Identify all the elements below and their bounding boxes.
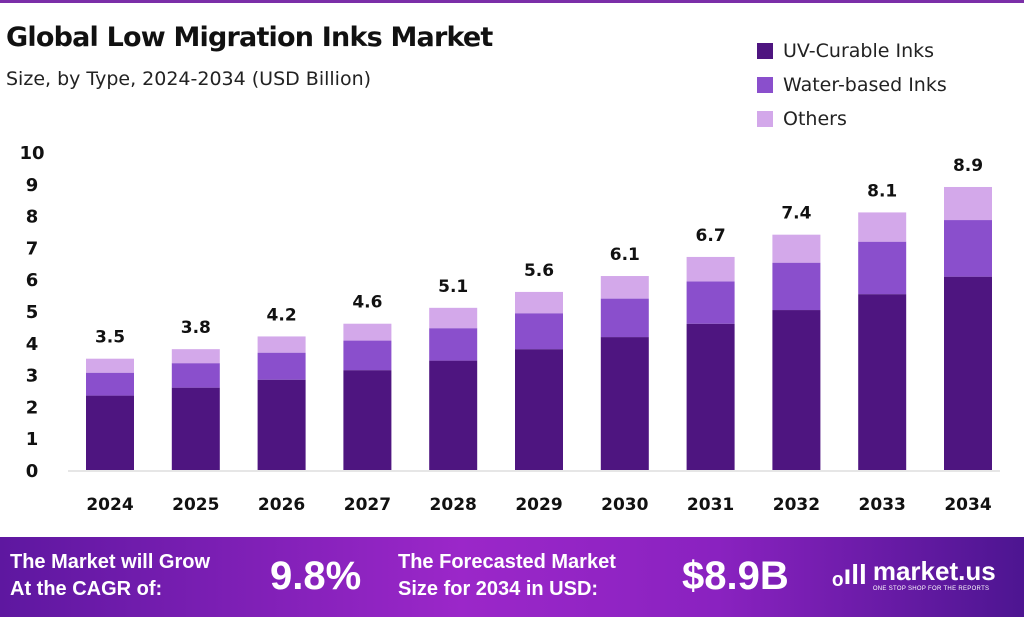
- bar-segment-others: [772, 234, 821, 263]
- logo-icon: ₒıll: [832, 559, 867, 590]
- bar-segment-uv: [772, 310, 821, 470]
- bar-segment-water: [944, 220, 992, 277]
- bar-segment-uv: [257, 379, 306, 470]
- forecast-value: $8.9B: [682, 554, 789, 598]
- chart-title: Global Low Migration Inks Market: [6, 22, 493, 53]
- bar-segment-water: [858, 241, 907, 295]
- legend-swatch: [757, 111, 773, 127]
- x-tick-label: 2024: [86, 495, 133, 515]
- y-tick-label: 5: [26, 302, 39, 323]
- summary-banner: The Market will Grow At the CAGR of: 9.8%…: [0, 537, 1024, 617]
- bar-segment-others: [858, 212, 907, 242]
- cagr-label-line1: The Market will Grow: [10, 551, 211, 573]
- bar-segment-water: [429, 328, 478, 361]
- bar-segment-uv: [515, 349, 563, 470]
- data-label: 3.5: [95, 328, 125, 348]
- bar-segment-others: [600, 276, 649, 299]
- y-tick-label: 4: [26, 334, 39, 355]
- legend-item-water: Water-based Inks: [757, 68, 947, 102]
- bar-segment-water: [772, 262, 821, 311]
- bar-segment-uv: [600, 337, 649, 470]
- logo-name: market.us: [872, 556, 996, 586]
- forecast-label-line1: The Forecasted Market: [398, 551, 616, 573]
- y-tick-label: 6: [26, 270, 39, 291]
- x-tick-label: 2028: [430, 495, 477, 515]
- cagr-value: 9.8%: [270, 554, 362, 598]
- bar-segment-uv: [686, 323, 735, 470]
- plot-area: 0 1 2 3 4 5 6 7 8 9 10 3.5 2024 3.8 2025 4.2 2026 4.6 2027…: [19, 143, 1000, 515]
- x-tick-label: 2031: [687, 495, 734, 515]
- bar-segment-water: [515, 313, 563, 350]
- legend-item-uv: UV-Curable Inks: [757, 34, 947, 68]
- data-label: 8.9: [953, 156, 983, 176]
- bar-segment-others: [686, 256, 735, 282]
- data-label: 5.6: [524, 261, 554, 281]
- bar-segment-others: [171, 349, 220, 364]
- forecast-label-line2: Size for 2034 in USD:: [398, 578, 599, 600]
- cagr-label: The Market will Grow At the CAGR of:: [10, 549, 210, 603]
- cagr-label-line2: At the CAGR of:: [10, 578, 163, 600]
- y-tick-label: 8: [26, 207, 39, 228]
- bar-segment-others: [343, 323, 392, 341]
- data-label: 4.6: [352, 293, 382, 313]
- bar-segment-water: [171, 363, 220, 388]
- legend: UV-Curable Inks Water-based Inks Others: [757, 34, 947, 136]
- data-label: 4.2: [267, 305, 297, 325]
- x-tick-label: 2034: [944, 495, 991, 515]
- x-tick-label: 2033: [859, 495, 906, 515]
- legend-swatch: [757, 43, 773, 59]
- bar-segment-water: [600, 298, 649, 338]
- bar-segment-water: [343, 340, 392, 371]
- bar-segment-others: [515, 291, 563, 314]
- bar-segment-others: [429, 307, 478, 329]
- y-tick-label: 7: [26, 238, 39, 259]
- bar-segment-uv: [858, 294, 907, 470]
- bar-segment-uv: [171, 387, 220, 470]
- y-tick-label: 0: [26, 461, 39, 482]
- bar-segment-uv: [944, 276, 992, 470]
- y-tick-label: 10: [19, 143, 44, 164]
- legend-label: Others: [783, 108, 847, 130]
- bar-segment-water: [686, 281, 735, 324]
- logo-tagline: ONE STOP SHOP FOR THE REPORTS: [872, 586, 990, 592]
- x-tick-label: 2029: [515, 495, 562, 515]
- bar-segment-water: [86, 372, 134, 396]
- bar-segment-others: [944, 186, 992, 221]
- top-border: [0, 0, 1024, 3]
- data-label: 6.7: [696, 226, 726, 246]
- legend-item-others: Others: [757, 102, 947, 136]
- y-tick-label: 3: [26, 366, 39, 387]
- x-tick-label: 2032: [773, 495, 820, 515]
- y-tick-label: 1: [26, 429, 39, 450]
- data-label: 3.8: [181, 318, 211, 338]
- y-tick-label: 2: [26, 397, 39, 418]
- x-tick-label: 2027: [344, 495, 391, 515]
- x-tick-label: 2026: [258, 495, 305, 515]
- legend-label: UV-Curable Inks: [783, 40, 935, 62]
- forecast-label: The Forecasted Market Size for 2034 in US…: [398, 549, 616, 603]
- bar-segment-uv: [343, 370, 392, 470]
- bar-segment-uv: [86, 395, 134, 470]
- bar-segment-uv: [429, 360, 478, 470]
- legend-label: Water-based Inks: [783, 74, 947, 96]
- chart-subtitle: Size, by Type, 2024-2034 (USD Billion): [6, 68, 372, 90]
- data-label: 7.4: [781, 204, 811, 224]
- x-tick-label: 2025: [172, 495, 219, 515]
- y-tick-label: 9: [26, 175, 39, 196]
- market-us-logo: ₒıll market.us ONE STOP SHOP FOR THE REPO…: [832, 557, 996, 593]
- data-label: 8.1: [867, 181, 897, 201]
- data-label: 6.1: [610, 245, 640, 265]
- data-label: 5.1: [438, 277, 468, 297]
- x-tick-label: 2030: [601, 495, 648, 515]
- legend-swatch: [757, 77, 773, 93]
- bar-segment-others: [86, 358, 134, 373]
- bar-segment-others: [257, 336, 306, 353]
- bar-segment-water: [257, 352, 306, 380]
